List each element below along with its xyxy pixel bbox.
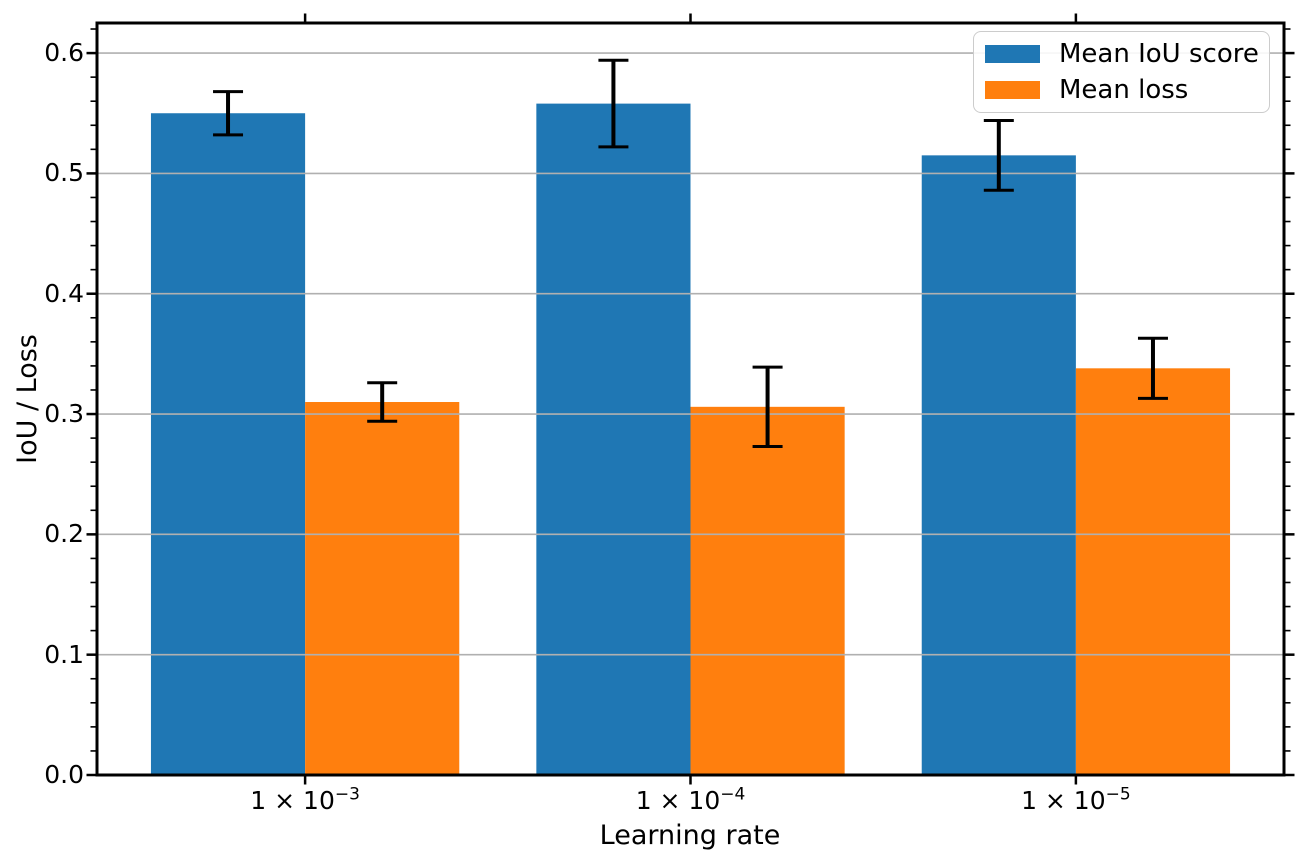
y-tick-label: 0.1: [44, 639, 84, 669]
x-tick-label: 1 × 10−3: [250, 784, 360, 815]
y-tick-label: 0.3: [44, 399, 84, 429]
y-tick-label: 0.2: [44, 519, 84, 549]
y-tick-label: 0.4: [44, 278, 84, 308]
legend-label-mean-iou: Mean IoU score: [1059, 38, 1259, 69]
legend-item-loss: Mean loss: [985, 75, 1269, 105]
legend-item-iou: Mean IoU score: [985, 39, 1269, 69]
axes-spines: [95, 21, 1286, 777]
legend-swatch-mean-loss: [985, 81, 1040, 100]
y-axis-label: IoU / Loss: [12, 334, 43, 464]
y-tick-label: 0.5: [44, 158, 84, 188]
x-tick-label: 1 × 10−5: [1021, 784, 1131, 815]
legend: Mean IoU score Mean loss: [973, 31, 1270, 113]
legend-label-mean-loss: Mean loss: [1059, 75, 1189, 106]
bar-mean-loss-2: [690, 406, 845, 775]
plot-area: [86, 13, 1295, 785]
bar-mean-loss-1: [305, 402, 460, 775]
bar-mean-iou-score-1: [150, 113, 306, 776]
bar-mean-iou-score-2: [536, 103, 691, 776]
bar-mean-loss-3: [1075, 368, 1231, 775]
y-tick-label: 0.6: [44, 38, 84, 68]
y-tick-label: 0.0: [44, 760, 84, 789]
legend-swatch-mean-iou: [985, 44, 1040, 63]
x-axis-label: Learning rate: [599, 820, 781, 851]
x-tick-label: 1 × 10−4: [635, 784, 746, 815]
plot-canvas: [86, 13, 1295, 785]
bar-mean-iou-score-3: [921, 155, 1076, 776]
